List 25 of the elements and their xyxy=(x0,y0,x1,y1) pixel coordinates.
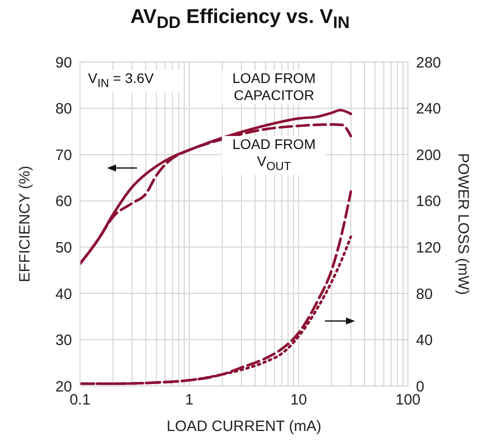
y2-tick-label: 120 xyxy=(416,239,442,256)
y-tick-label: 90 xyxy=(55,54,72,72)
chart-title: AV$_{DD}$ Efficiency vs. V$_{IN}$ xyxy=(129,6,351,33)
y-tick-label: 70 xyxy=(55,146,72,164)
y-tick-label: 20 xyxy=(55,378,72,396)
y2-axis-title: POWER LOSS (mW) xyxy=(454,153,472,295)
y2-tick-label: 280 xyxy=(416,54,442,72)
annotation: V$_{IN}$ = 3.6V xyxy=(86,70,180,92)
x-tick-label: 0.1 xyxy=(70,392,90,409)
y-tick-label: 60 xyxy=(55,193,72,210)
y2-tick-label: 40 xyxy=(416,332,433,350)
y2-tick-label: 240 xyxy=(416,100,442,118)
y-axis-title: EFFICIENCY (%) xyxy=(16,166,34,282)
y-tick-label: 40 xyxy=(55,286,72,303)
x-tick-label: 1 xyxy=(185,392,194,409)
annotation: LOAD FROM CAPACITOR xyxy=(222,70,326,104)
y-tick-label: 30 xyxy=(55,332,72,350)
y2-tick-label: 160 xyxy=(416,193,442,210)
y-tick-label: 50 xyxy=(55,239,72,256)
x-tick-label: 10 xyxy=(290,392,308,409)
x-axis-title: LOAD CURRENT (mA) xyxy=(166,418,322,435)
annotation: LOAD FROM V$_{OUT}$ xyxy=(222,136,326,175)
y2-tick-label: 80 xyxy=(416,286,433,303)
y2-tick-label: 200 xyxy=(416,146,442,164)
y-tick-label: 80 xyxy=(55,100,72,118)
